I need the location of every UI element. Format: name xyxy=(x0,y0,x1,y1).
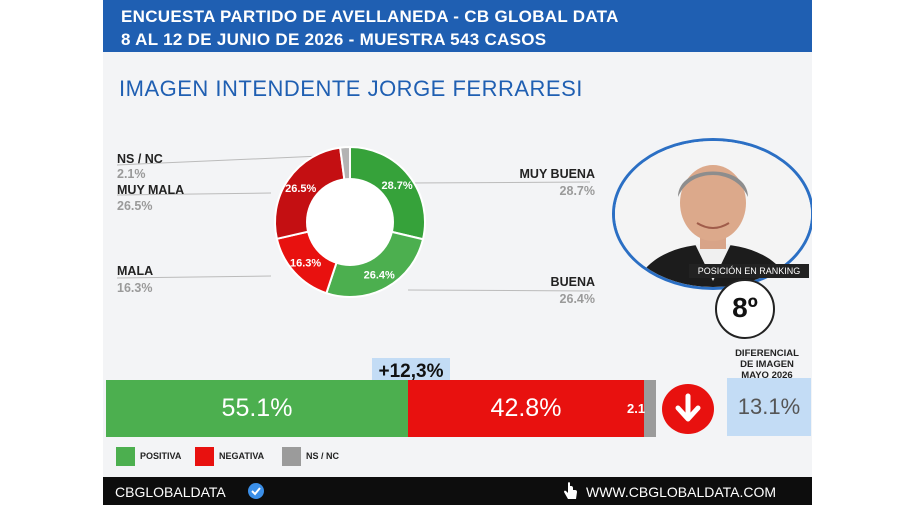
diferencial-value: 13.1% xyxy=(727,378,811,436)
donut-value-label-0: 28.7% xyxy=(381,180,412,192)
chart-title: IMAGEN INTENDENTE JORGE FERRARESI xyxy=(119,76,583,101)
down-arrow-glyph xyxy=(675,393,701,422)
slide: ENCUESTA PARTIDO DE AVELLANEDA - CB GLOB… xyxy=(103,0,812,505)
value-muy-buena: 28.7% xyxy=(559,184,595,198)
legend-label-negativa: NEGATIVA xyxy=(219,451,265,461)
survey-dates: 8 AL 12 DE JUNIO DE 2026 - MUESTRA 543 C… xyxy=(121,30,547,49)
legend-swatch-positiva xyxy=(116,447,135,466)
label-muy-buena: MUY BUENA xyxy=(519,167,595,181)
legend-label-nsnc: NS / NC xyxy=(306,451,340,461)
portrait-illustration xyxy=(615,141,811,287)
legend-swatch-negativa xyxy=(195,447,214,466)
label-nsnc: NS / NC xyxy=(117,152,163,166)
donut-chart: 28.7% 26.4% 16.3% 26.5% xyxy=(116,145,591,298)
donut-hole xyxy=(306,178,394,266)
bar-nsnc xyxy=(644,380,656,437)
value-buena: 26.4% xyxy=(559,292,595,306)
survey-title: ENCUESTA PARTIDO DE AVELLANEDA - CB GLOB… xyxy=(121,7,619,26)
down-arrow-icon xyxy=(662,384,714,434)
bar-label-nsnc: 2.1 xyxy=(627,401,646,416)
donut-value-label-1: 26.4% xyxy=(364,269,395,281)
legend-swatch-nsnc xyxy=(282,447,301,466)
footer-brand: CBGLOBALDATA xyxy=(115,484,226,500)
diferencial-label: DIFERENCIAL DE IMAGEN MAYO 2026 xyxy=(723,348,811,381)
leader-line-mala xyxy=(116,275,272,279)
label-buena: BUENA xyxy=(550,275,595,289)
footer-website: WWW.CBGLOBALDATA.COM xyxy=(586,484,777,500)
value-nsnc: 2.1% xyxy=(117,167,146,181)
leader-line-nsnc xyxy=(116,154,344,166)
label-mala: MALA xyxy=(117,264,154,278)
donut-value-label-2: 16.3% xyxy=(290,257,321,269)
diferencial-line-1: DIFERENCIAL xyxy=(735,348,799,359)
donut-value-label-3: 26.5% xyxy=(285,183,316,195)
legend-label-positiva: POSITIVA xyxy=(140,451,182,461)
pointer-hand-icon xyxy=(564,482,577,499)
diferencial-line-2: DE IMAGEN xyxy=(740,359,794,370)
bar-label-negativa: 42.8% xyxy=(490,394,562,422)
footer-bar: CBGLOBALDATA WWW.CBGLOBALDATA.COM xyxy=(103,477,812,505)
diferencial-line-3: MAYO 2026 xyxy=(741,370,793,381)
header-banner: ENCUESTA PARTIDO DE AVELLANEDA - CB GLOB… xyxy=(103,0,812,52)
ranking-position: 8º xyxy=(715,279,775,339)
verified-badge-icon xyxy=(248,483,264,499)
value-muy-mala: 26.5% xyxy=(117,199,153,213)
bar-positiva xyxy=(106,380,408,437)
ranking-label: POSICIÓN EN RANKING xyxy=(689,264,809,278)
leader-line-muy-buena xyxy=(407,181,591,184)
donut-slice-labels: 28.7% 26.4% 16.3% 26.5% xyxy=(285,180,413,282)
leader-line-buena xyxy=(407,289,591,292)
value-mala: 16.3% xyxy=(117,281,153,295)
leader-line-muy-mala xyxy=(116,192,272,196)
label-muy-mala: MUY MALA xyxy=(117,183,185,197)
leader-lines xyxy=(116,154,591,292)
bar-negativa xyxy=(408,380,644,437)
bar-label-positiva: 55.1% xyxy=(221,394,293,422)
